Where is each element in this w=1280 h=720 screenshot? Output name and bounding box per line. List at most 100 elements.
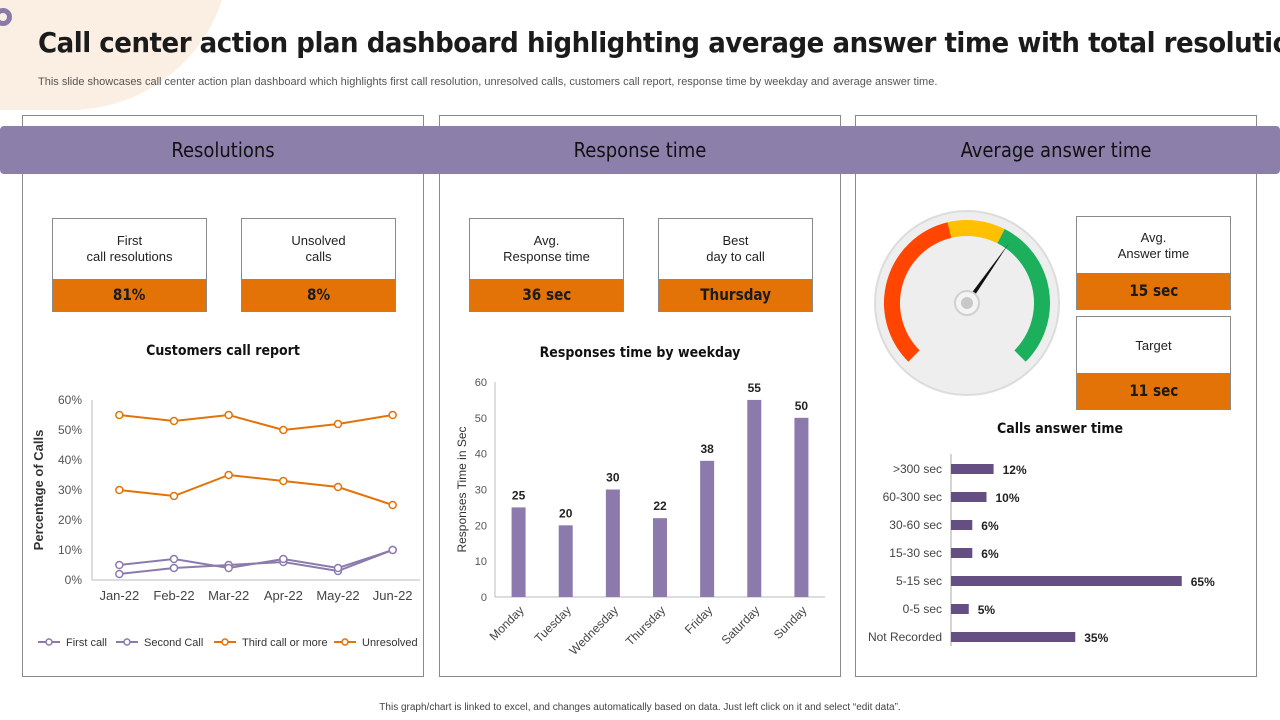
category-label: 15-30 sec <box>889 546 942 560</box>
data-point <box>224 470 233 480</box>
weekday-bar <box>511 507 526 597</box>
gauge-segment <box>947 220 1005 244</box>
responses-by-weekday-title: Responses time by weekday <box>539 345 741 361</box>
data-point <box>388 410 397 420</box>
kpi-value-text: 36 sec <box>521 285 572 304</box>
category-label: 0-5 sec <box>903 602 942 616</box>
legend-label: Second Call <box>144 637 203 649</box>
customers-call-report-title: Customers call report <box>146 343 300 359</box>
kpi-label-line2: Response time <box>503 249 590 264</box>
x-tick-label: Friday <box>682 603 715 636</box>
category-label: Not Recorded <box>868 630 942 644</box>
data-point <box>388 545 397 555</box>
y-tick-label: 60% <box>58 393 82 407</box>
kpi-value-text: 15 sec <box>1128 281 1179 300</box>
answer-time-bar <box>951 464 994 474</box>
data-point <box>224 563 233 573</box>
data-point <box>279 425 288 435</box>
y-tick-label: 40% <box>58 453 82 467</box>
kpi-label-line1: First <box>116 233 143 248</box>
x-tick-label: Feb-22 <box>153 588 194 603</box>
weekday-bar <box>605 489 620 597</box>
bar-value-label: 38 <box>700 442 714 456</box>
kpi-label-line1: Avg. <box>533 233 560 248</box>
data-point <box>115 569 124 579</box>
answer-time-bar <box>951 576 1182 586</box>
average-answer-header: Average answer time <box>960 138 1152 162</box>
bar-value-label: 22 <box>653 499 667 513</box>
data-point <box>115 485 124 495</box>
bar-value-label: 12% <box>1003 463 1027 477</box>
category-label: >300 sec <box>893 462 942 476</box>
data-point <box>279 554 288 564</box>
responses-by-weekday-chart: 0 10 20 30 40 50 60 Responses Time in Sec 25 Mond… <box>455 377 825 658</box>
answer-time-bar <box>951 632 1076 642</box>
bar-value-label: 30 <box>606 471 620 485</box>
x-tick-label: Monday <box>487 603 527 643</box>
y-axis-title: Percentage of Calls <box>31 430 46 551</box>
legend-label: First call <box>66 637 107 649</box>
avg-answer-time-card: Avg. Answer time 15 sec <box>1076 216 1231 310</box>
weekday-bar <box>653 518 667 597</box>
data-point <box>169 563 179 573</box>
kpi-value: 8% <box>242 279 395 311</box>
answer-time-bar <box>951 492 987 502</box>
response-time-panel <box>439 115 841 677</box>
y-tick-label: 0% <box>65 573 83 587</box>
kpi-value-text: 11 sec <box>1128 381 1179 400</box>
weekday-bar <box>747 399 762 597</box>
bar-value-label: 6% <box>981 519 999 533</box>
series-line-1 <box>119 549 393 570</box>
kpi-label: Best day to call <box>659 219 812 279</box>
data-point <box>169 554 179 564</box>
data-point <box>169 416 179 426</box>
kpi-label-line1: Unsolved <box>291 233 346 248</box>
y-tick-label: 10% <box>58 543 82 557</box>
kpi-label: Avg. Response time <box>470 219 623 279</box>
x-tick-label: Saturday <box>719 603 763 647</box>
unsolved-calls-card: Unsolved calls 8% <box>241 218 396 312</box>
y-tick-label: 20 <box>475 520 487 532</box>
bar-value-label: 20 <box>559 506 573 520</box>
data-point <box>115 410 124 420</box>
bar-value-label: 55 <box>748 381 762 395</box>
x-tick-label: Tuesday <box>532 603 574 645</box>
y-tick-label: 0 <box>481 592 487 604</box>
kpi-value-text: 81% <box>113 285 146 304</box>
y-tick-label: 60 <box>475 377 487 389</box>
kpi-value: 81% <box>53 279 206 311</box>
kpi-label-line1: Avg. <box>1140 230 1167 245</box>
bar-value-label: 65% <box>1191 575 1215 589</box>
bar-value-label: 5% <box>978 603 996 617</box>
y-tick-label: 10 <box>475 556 487 568</box>
kpi-label-line1: Best <box>722 233 749 248</box>
bar-value-label: 6% <box>981 547 999 561</box>
weekday-bar <box>700 460 715 597</box>
gauge-segment <box>884 222 952 362</box>
weekday-bar <box>794 417 809 597</box>
header-band <box>0 126 1280 174</box>
data-point <box>169 491 179 501</box>
resolutions-header: Resolutions <box>171 138 275 162</box>
answer-time-bar <box>951 548 973 558</box>
data-point <box>115 560 124 570</box>
calls-answer-time-title: Calls answer time <box>996 421 1124 437</box>
page-title: Call center action plan dashboard highli… <box>38 26 1280 59</box>
y-tick-label: 30% <box>58 483 82 497</box>
kpi-label-line2: calls <box>305 249 332 264</box>
kpi-value-text: Thursday <box>700 285 771 304</box>
kpi-label: Target <box>1077 317 1230 375</box>
bar-value-label: 10% <box>996 491 1020 505</box>
target-answer-time-card: Target 11 sec <box>1076 316 1231 410</box>
kpi-value-text: 8% <box>306 285 331 304</box>
bar-value-label: 25 <box>512 488 526 502</box>
answer-time-gauge <box>874 210 1060 396</box>
footer-note: This graph/chart is linked to excel, and… <box>379 702 901 713</box>
bar-value-label: 50 <box>795 399 809 413</box>
data-point <box>279 476 288 486</box>
bar-value-label: 35% <box>1084 631 1108 645</box>
first-call-resolution-card: First call resolutions 81% <box>52 218 207 312</box>
kpi-label-line1: Target <box>1135 338 1172 353</box>
kpi-label: Avg. Answer time <box>1077 217 1230 275</box>
average-answer-panel <box>855 115 1257 677</box>
